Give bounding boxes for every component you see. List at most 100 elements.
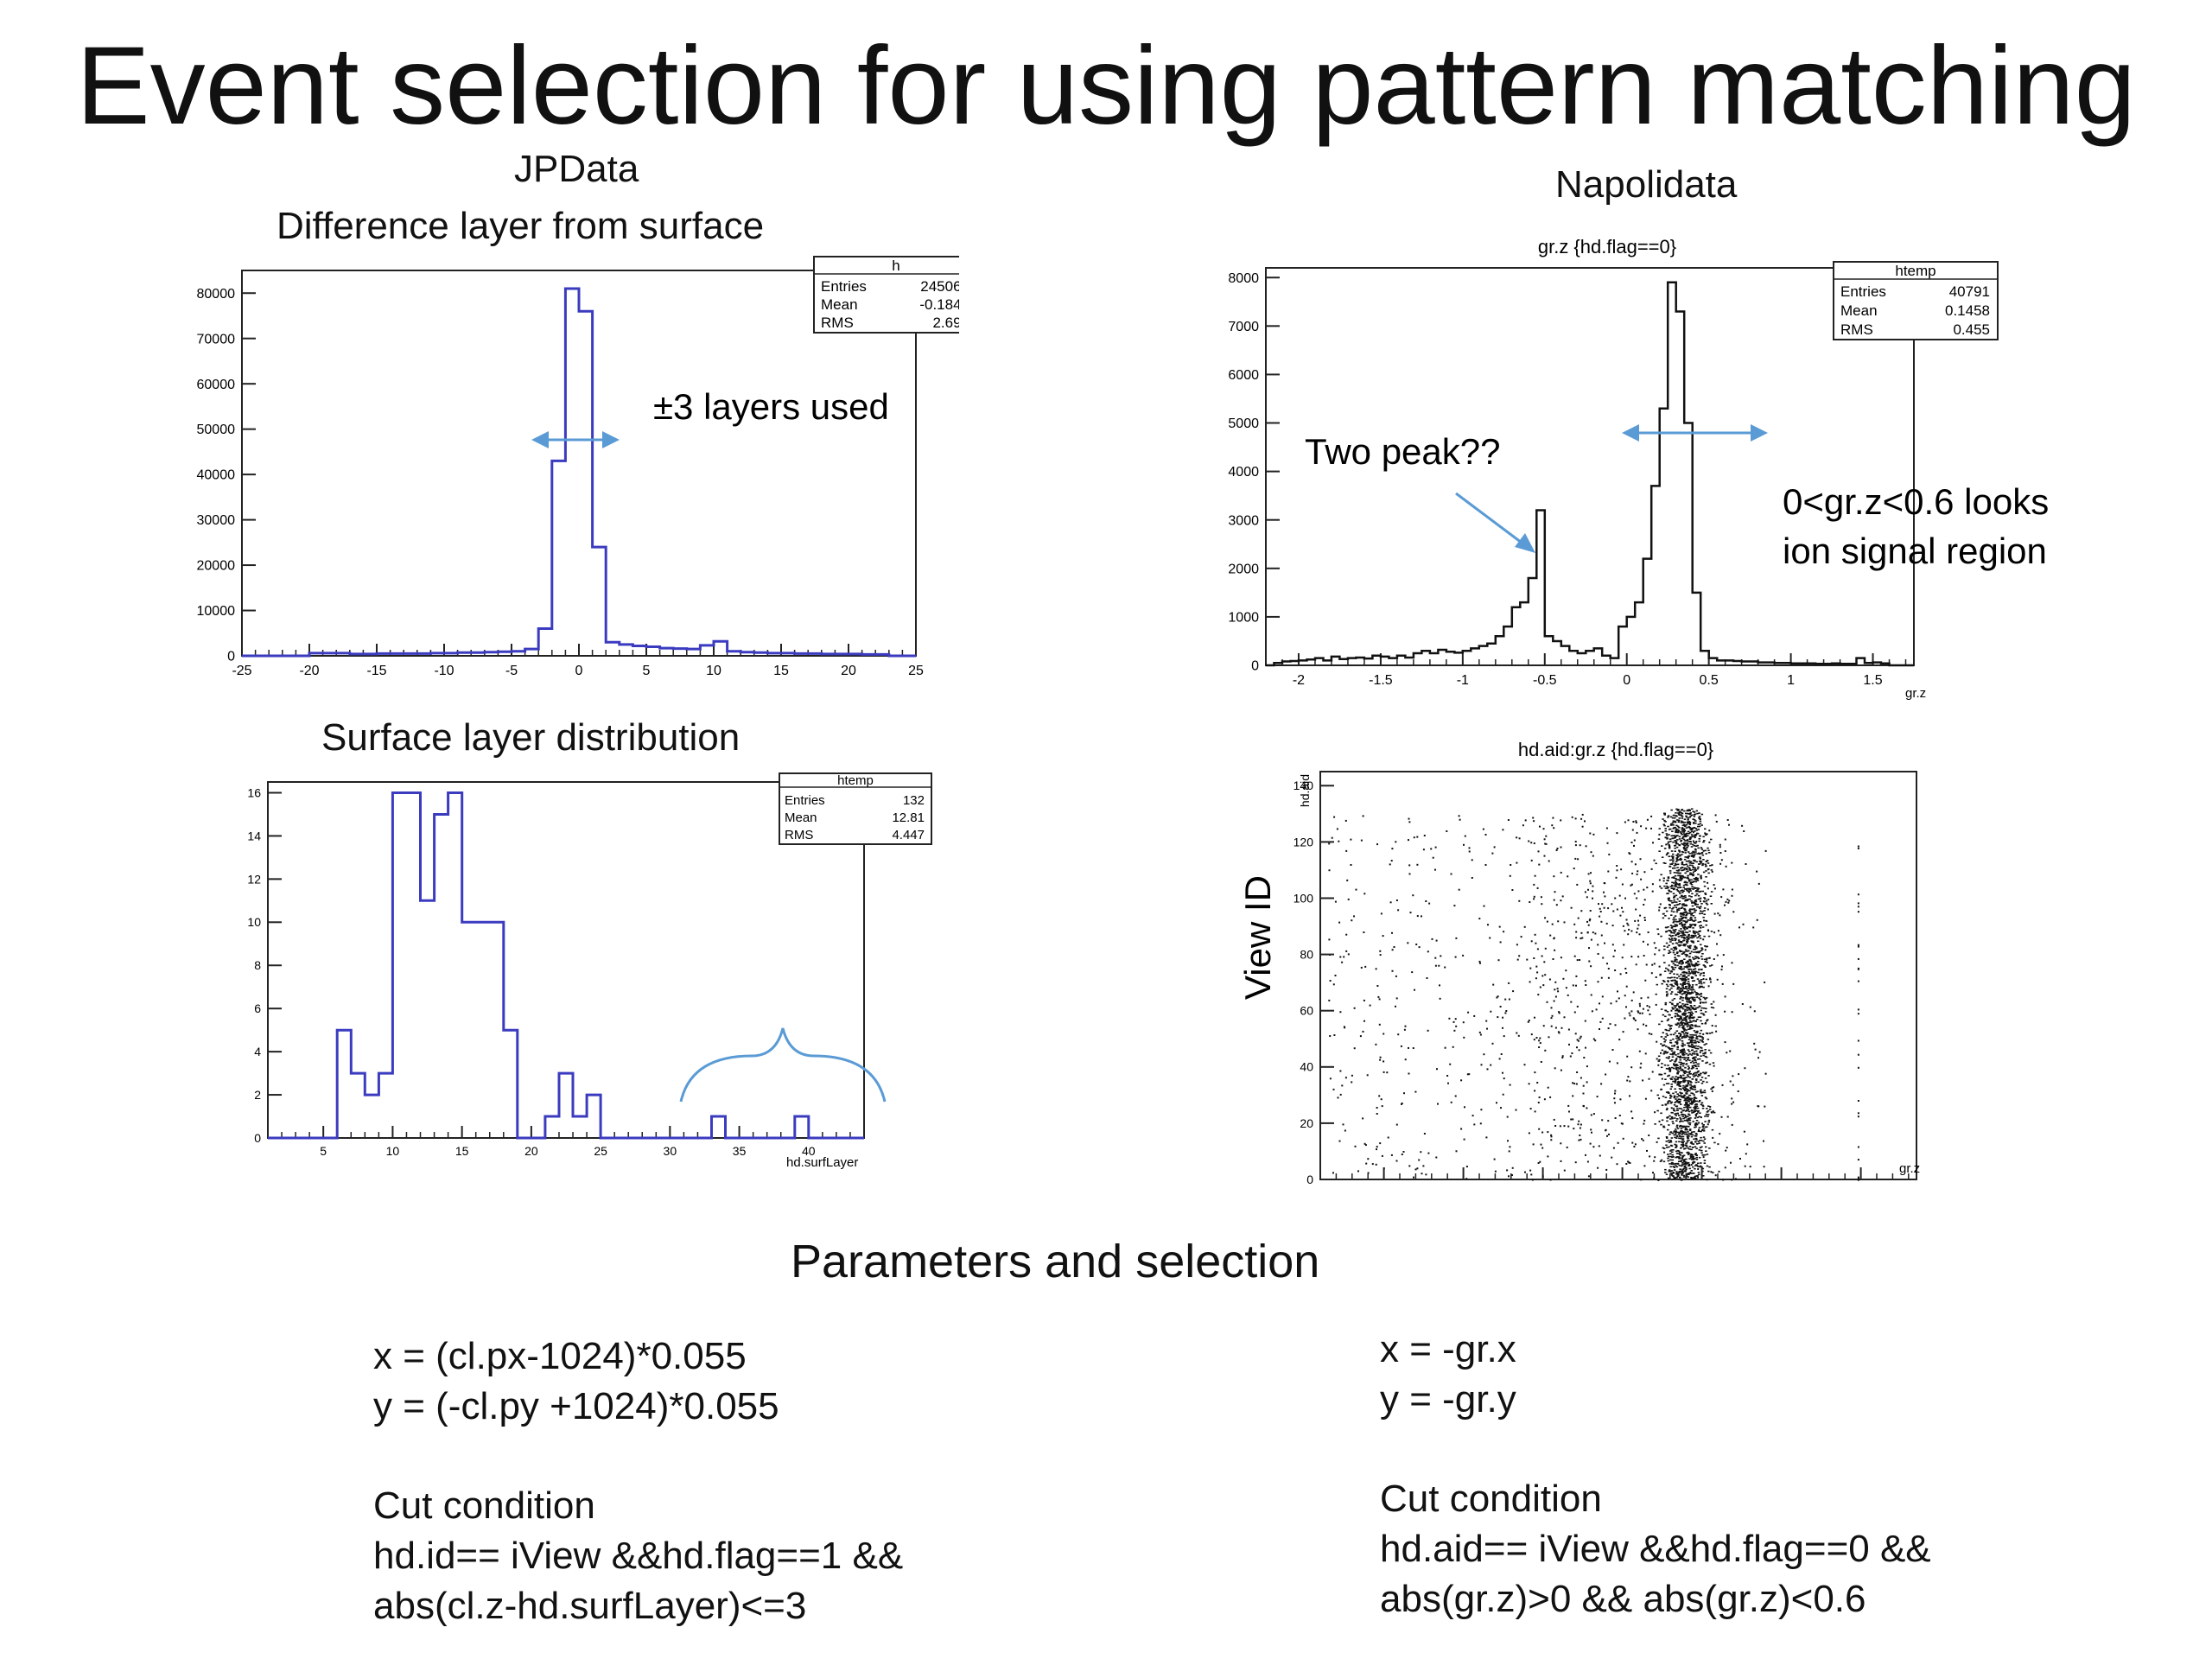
scatter-point [1351, 919, 1353, 922]
scatter-point [1699, 934, 1701, 937]
scatter-point [1697, 1065, 1700, 1067]
scatter-point [1657, 838, 1661, 840]
scatter-point [1539, 1042, 1541, 1045]
scatter-point [1689, 1173, 1692, 1174]
scatter-point [1663, 1040, 1666, 1043]
scatter-point [1502, 829, 1504, 831]
scatter-point [1412, 1047, 1414, 1049]
scatter-point [1668, 1014, 1670, 1016]
scatter-point [1677, 1115, 1681, 1116]
scatter-point [1681, 1046, 1684, 1047]
scatter-point [1694, 909, 1696, 912]
scatter-point [1408, 1046, 1409, 1049]
scatter-point [1643, 871, 1646, 874]
scatter-point [1674, 1117, 1676, 1119]
scatter-point [1676, 1107, 1679, 1109]
scatter-point [1721, 965, 1723, 968]
scatter-point [1662, 823, 1665, 826]
scatter-point [1702, 1156, 1705, 1159]
scatter-point [1670, 1163, 1674, 1165]
scatter-point [1688, 982, 1690, 985]
scatter-point [1688, 887, 1691, 890]
scatter-point [1669, 983, 1672, 986]
scatter-point [1696, 1116, 1700, 1119]
scatter-point [1375, 1163, 1377, 1166]
scatter-point [1697, 866, 1700, 868]
scatter-point [1664, 862, 1667, 864]
scatter-point [1670, 1009, 1673, 1012]
scatter-point [1669, 886, 1673, 887]
scatter-point [1673, 865, 1676, 867]
scatter-point [1703, 840, 1706, 842]
scatter-point [1857, 957, 1859, 960]
scatter-point [1710, 1007, 1713, 1008]
scatter-point [1675, 830, 1677, 832]
scatter-point [1636, 897, 1638, 899]
scatter-point [1458, 815, 1460, 817]
scatter-point [1693, 816, 1696, 817]
scatter-point [1697, 1075, 1700, 1077]
stats-value: 245064 [920, 278, 959, 295]
scatter-point [1667, 898, 1670, 899]
scatter-point [1530, 842, 1533, 844]
scatter-point [1644, 1052, 1647, 1055]
scatter-point [1704, 893, 1707, 895]
scatter-point [1688, 988, 1690, 990]
scatter-point [1678, 1158, 1681, 1160]
scatter-point [1680, 1103, 1682, 1105]
scatter-point [1700, 1082, 1704, 1084]
scatter-point [1688, 908, 1692, 910]
scatter-point [1857, 945, 1859, 948]
scatter-point [1670, 991, 1674, 993]
scatter-point [1680, 978, 1683, 980]
scatter-point [1659, 903, 1662, 906]
scatter-point [1699, 1147, 1702, 1148]
scatter-point [1682, 968, 1685, 970]
scatter-point [1707, 1049, 1711, 1052]
scatter-point [1675, 1013, 1678, 1015]
scatter-point [1599, 911, 1602, 912]
scatter-point [1739, 1158, 1741, 1160]
scatter-point [1694, 870, 1696, 872]
scatter-point [1673, 1080, 1675, 1083]
scatter-point [1478, 1031, 1481, 1033]
scatter-point [1626, 1055, 1629, 1058]
scatter-point [1693, 1041, 1695, 1044]
scatter-point [1421, 915, 1422, 918]
scatter-point [1553, 827, 1555, 830]
scatter-point [1674, 966, 1677, 969]
scatter-point [1683, 1147, 1686, 1150]
scatter-point [1688, 880, 1691, 882]
scatter-point [1678, 1088, 1681, 1090]
scatter-point [1686, 1058, 1689, 1061]
scatter-point [1678, 1084, 1681, 1087]
scatter-point [1668, 1056, 1670, 1058]
scatter-point [1694, 899, 1698, 901]
scatter-point [1695, 1109, 1698, 1112]
scatter-point [1649, 1155, 1651, 1158]
scatter-point [1698, 825, 1701, 828]
scatter-point [1684, 825, 1687, 827]
x-axis-label: gr.z [1899, 1161, 1920, 1176]
scatter-point [1702, 986, 1705, 988]
scatter-point [1695, 1050, 1698, 1052]
scatter-point [1688, 964, 1691, 966]
scatter-point [1701, 1129, 1703, 1131]
scatter-point [1698, 860, 1701, 862]
scatter-point [1697, 1168, 1700, 1170]
scatter-point [1338, 921, 1341, 924]
scatter-point [1350, 838, 1352, 841]
scatter-point [1675, 1130, 1678, 1132]
scatter-point [1584, 980, 1586, 982]
scatter-point [1607, 870, 1610, 873]
scatter-point [1698, 838, 1700, 840]
scatter-point [1688, 972, 1692, 974]
scatter-point [1580, 1035, 1582, 1038]
scatter-point [1673, 976, 1676, 979]
scatter-point [1683, 1005, 1686, 1007]
scatter-point [1695, 994, 1698, 996]
scatter-point [1710, 903, 1713, 905]
scatter-point [1696, 956, 1699, 958]
scatter-point [1537, 1102, 1540, 1103]
scatter-point [1684, 1022, 1687, 1024]
